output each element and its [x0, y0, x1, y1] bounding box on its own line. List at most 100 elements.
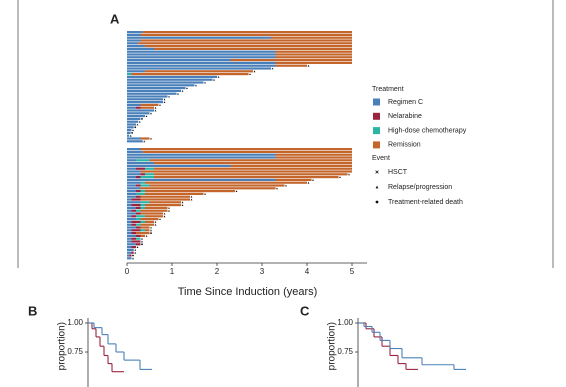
event-marker: [131, 132, 134, 134]
swim-segment: [140, 181, 145, 184]
event-marker: [375, 200, 379, 204]
swim-segment: [127, 251, 132, 254]
swim-segment: [275, 178, 312, 181]
event-marker: [181, 90, 184, 92]
legend-swatch: [373, 141, 380, 149]
event-marker: [375, 185, 379, 189]
event-marker: [348, 173, 350, 176]
event-marker: [150, 112, 152, 115]
swim-segment: [127, 109, 154, 112]
swim-segment: [127, 134, 130, 137]
swim-segment: [140, 148, 352, 151]
swim-segment: [127, 126, 134, 129]
swim-segment: [145, 190, 235, 193]
swim-segment: [140, 137, 150, 140]
swim-segment: [140, 103, 159, 106]
swim-segment: [127, 106, 136, 109]
event-marker: [159, 104, 161, 106]
swim-segment: [127, 64, 276, 67]
swim-segment: [140, 173, 145, 176]
swim-segment: [131, 251, 134, 254]
swim-segment: [127, 190, 136, 193]
x-tick-label: 0: [125, 267, 130, 276]
swim-segment: [127, 103, 141, 106]
swim-segment: [140, 220, 145, 223]
event-marker: [136, 123, 139, 126]
swim-segment: [127, 31, 143, 34]
swim-segment: [127, 257, 132, 260]
swim-segment: [127, 33, 141, 36]
event-marker: [143, 140, 146, 143]
swim-segment: [127, 173, 141, 176]
swim-segment: [127, 232, 132, 235]
swim-segment: [127, 101, 163, 104]
event-marker: [312, 179, 314, 181]
event-marker: [168, 95, 170, 98]
swim-segment: [136, 237, 141, 240]
swim-segment: [127, 243, 136, 246]
x-tick-label: 3: [260, 267, 265, 276]
swim-segment: [136, 167, 145, 170]
swim-segment: [140, 176, 154, 179]
swim-segment: [127, 229, 132, 232]
swim-segment: [145, 45, 352, 48]
swim-segment: [154, 47, 352, 50]
y-axis-title: proportion): [57, 322, 68, 370]
event-marker: [190, 195, 193, 198]
swim-segment: [127, 240, 132, 243]
swim-segment: [127, 153, 276, 156]
swim-segment: [127, 212, 136, 215]
swim-segment: [127, 50, 276, 53]
panel-label: A: [110, 11, 120, 26]
swim-segment: [140, 234, 145, 237]
x-tick-label: 1: [170, 267, 175, 276]
event-marker: [163, 98, 166, 101]
event-marker: [235, 190, 238, 192]
swim-segment: [230, 59, 352, 62]
swim-segment: [145, 220, 154, 223]
y-tick-label: 0.75: [337, 347, 353, 356]
x-axis-title: Time Since Induction (years): [178, 286, 318, 298]
swim-segment: [129, 254, 132, 257]
y-tick-label: 1.00: [67, 318, 83, 327]
swim-segment: [145, 229, 150, 232]
swim-segment: [127, 70, 145, 73]
swim-segment: [127, 237, 132, 240]
swim-segment: [140, 33, 352, 36]
swim-segment: [145, 70, 253, 73]
swim-segment: [149, 201, 181, 204]
swim-segment: [275, 56, 352, 59]
event-marker: [285, 184, 287, 187]
swim-segment: [145, 173, 154, 176]
swim-segment: [127, 206, 136, 209]
event-marker: [271, 67, 274, 70]
swim-segment: [136, 192, 145, 195]
swim-segment: [140, 223, 154, 226]
event-marker: [213, 78, 215, 81]
swim-segment: [275, 156, 352, 159]
swim-segment: [131, 73, 249, 76]
swim-segment: [275, 50, 352, 53]
swim-segment: [142, 150, 352, 153]
event-marker: [154, 106, 157, 109]
legend-swatch: [373, 112, 380, 120]
swim-segment: [127, 95, 168, 98]
legend-label: Relapse/progression: [388, 184, 452, 191]
swim-segment: [131, 215, 136, 218]
swim-segment: [142, 31, 352, 34]
swim-segment: [127, 140, 143, 143]
swim-segment: [127, 201, 141, 204]
swim-segment: [140, 106, 154, 109]
swim-segment: [127, 47, 154, 50]
legend-label: HSCT: [388, 169, 408, 176]
swim-segment: [140, 198, 190, 201]
swim-segment: [136, 215, 145, 218]
swim-segment: [127, 187, 141, 190]
event-marker: [141, 237, 143, 240]
swim-segment: [145, 181, 307, 184]
swim-segment: [127, 112, 150, 115]
swim-segment: [136, 106, 141, 109]
swim-segment: [127, 226, 136, 229]
swim-segment: [145, 204, 181, 207]
swim-segment: [275, 61, 352, 64]
